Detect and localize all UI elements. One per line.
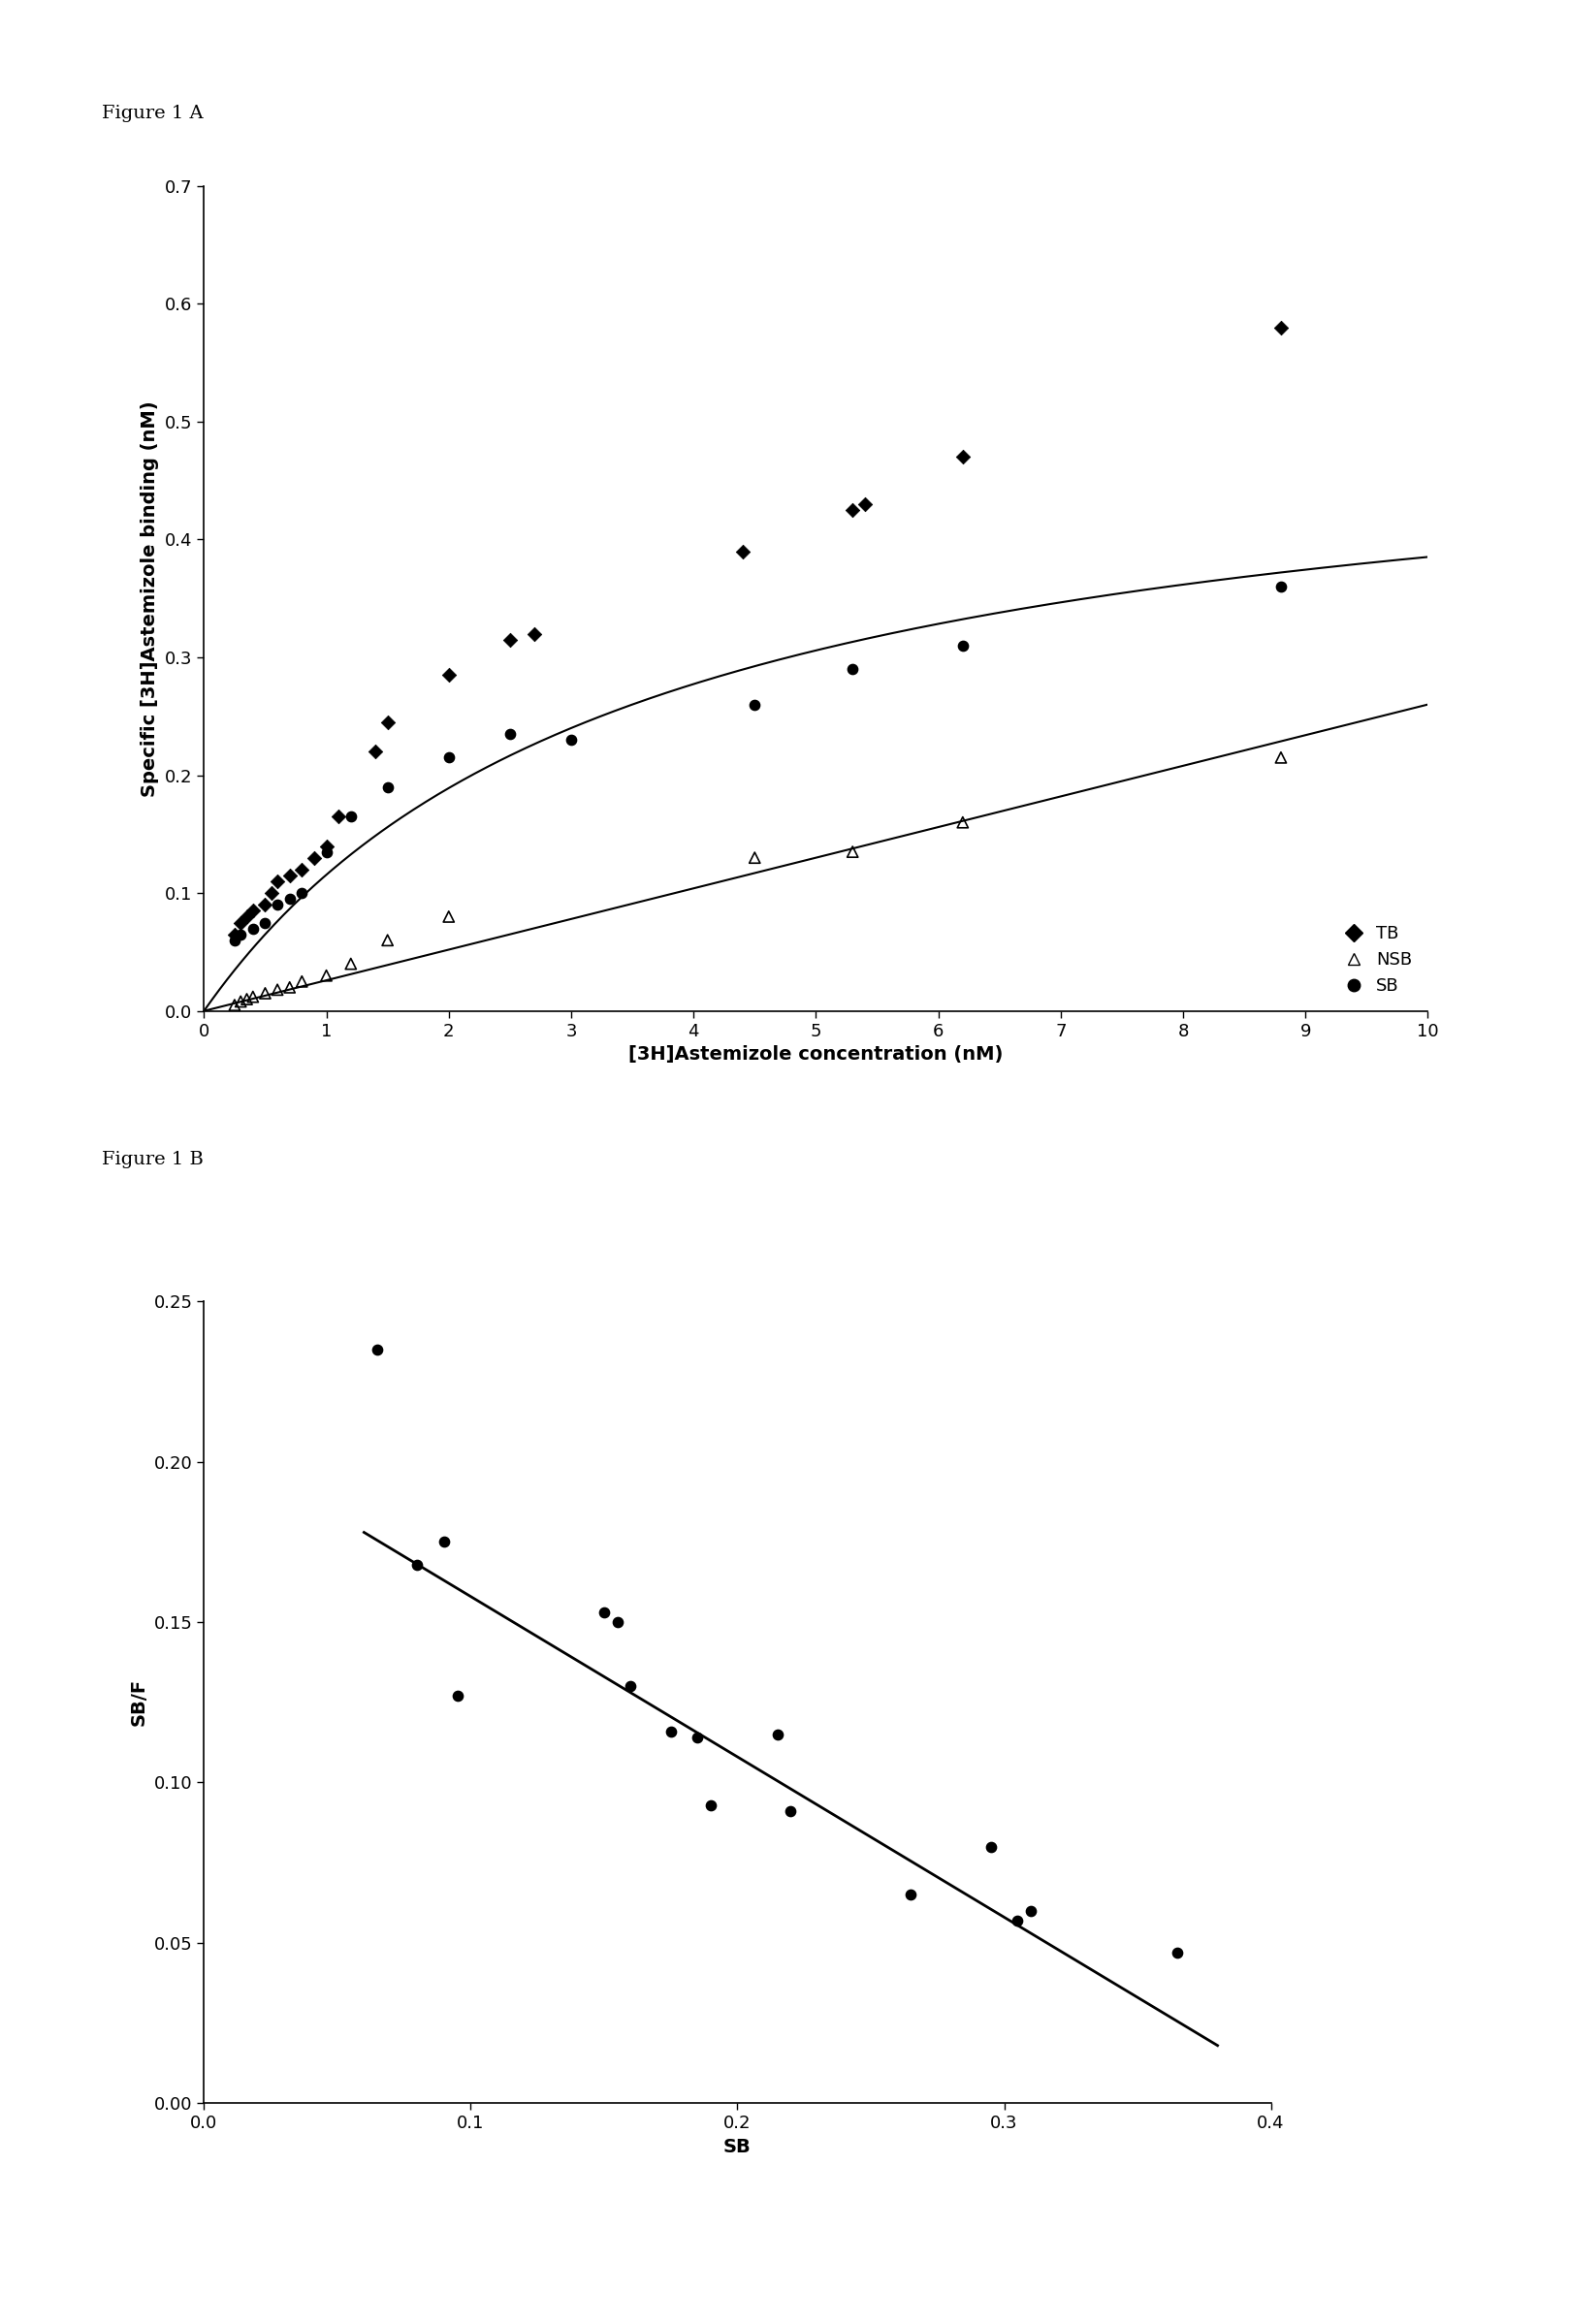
Point — [659, 1713, 684, 1750]
Point — [253, 904, 278, 941]
Point — [606, 1604, 631, 1641]
Point — [839, 651, 865, 688]
Point — [289, 851, 314, 888]
Point — [228, 904, 253, 941]
Y-axis label: SB/F: SB/F — [130, 1678, 149, 1727]
Point — [259, 874, 284, 911]
Point — [278, 881, 303, 918]
Point — [1164, 1934, 1191, 1971]
Y-axis label: Specific [3H]Astemizole binding (nM): Specific [3H]Astemizole binding (nM) — [141, 400, 160, 797]
Point — [1268, 567, 1293, 604]
Point — [265, 971, 290, 1009]
Point — [1018, 1892, 1043, 1929]
Point — [375, 704, 400, 741]
Point — [339, 797, 364, 834]
Point — [240, 892, 265, 930]
Point — [436, 655, 461, 693]
Point — [314, 834, 339, 872]
Point — [592, 1594, 617, 1631]
Point — [897, 1875, 923, 1913]
Point — [618, 1669, 643, 1706]
Point — [240, 978, 265, 1016]
Point — [436, 897, 461, 934]
Point — [223, 923, 248, 960]
Point — [497, 621, 522, 658]
Point — [698, 1787, 723, 1824]
Point — [446, 1678, 471, 1715]
Point — [1006, 1901, 1031, 1938]
Text: Figure 1 A: Figure 1 A — [102, 105, 204, 123]
Point — [234, 981, 259, 1018]
Point — [278, 858, 303, 895]
Point — [684, 1720, 709, 1757]
Point — [951, 439, 976, 476]
Point — [223, 916, 248, 953]
Point — [314, 957, 339, 995]
Legend: TB, NSB, SB: TB, NSB, SB — [1337, 918, 1418, 1002]
Point — [326, 797, 351, 834]
Point — [766, 1715, 789, 1752]
Point — [839, 490, 865, 528]
Point — [301, 839, 326, 876]
Point — [778, 1792, 803, 1829]
Point — [852, 486, 877, 523]
Point — [314, 827, 339, 865]
Point — [265, 862, 290, 899]
Point — [559, 720, 584, 758]
Point — [522, 616, 548, 653]
Point — [1268, 309, 1293, 346]
Point — [497, 716, 522, 753]
Point — [375, 769, 400, 806]
Point — [979, 1829, 1004, 1866]
X-axis label: SB: SB — [723, 2138, 752, 2157]
Point — [742, 839, 767, 876]
Point — [253, 885, 278, 923]
Point — [289, 874, 314, 911]
Point — [951, 627, 976, 665]
Point — [289, 962, 314, 999]
Point — [223, 985, 248, 1023]
Point — [240, 911, 265, 948]
Point — [265, 885, 290, 923]
Point — [839, 834, 865, 872]
Point — [436, 739, 461, 776]
Point — [278, 969, 303, 1006]
Point — [228, 983, 253, 1020]
Point — [405, 1545, 430, 1583]
Point — [375, 923, 400, 960]
Point — [1268, 739, 1293, 776]
Point — [431, 1525, 457, 1562]
Point — [234, 897, 259, 934]
X-axis label: [3H]Astemizole concentration (nM): [3H]Astemizole concentration (nM) — [629, 1046, 1003, 1064]
Point — [228, 916, 253, 953]
Point — [362, 732, 388, 769]
Text: Figure 1 B: Figure 1 B — [102, 1150, 204, 1169]
Point — [253, 974, 278, 1011]
Point — [339, 946, 364, 983]
Point — [742, 686, 767, 723]
Point — [730, 532, 755, 569]
Point — [951, 804, 976, 841]
Point — [364, 1332, 389, 1369]
